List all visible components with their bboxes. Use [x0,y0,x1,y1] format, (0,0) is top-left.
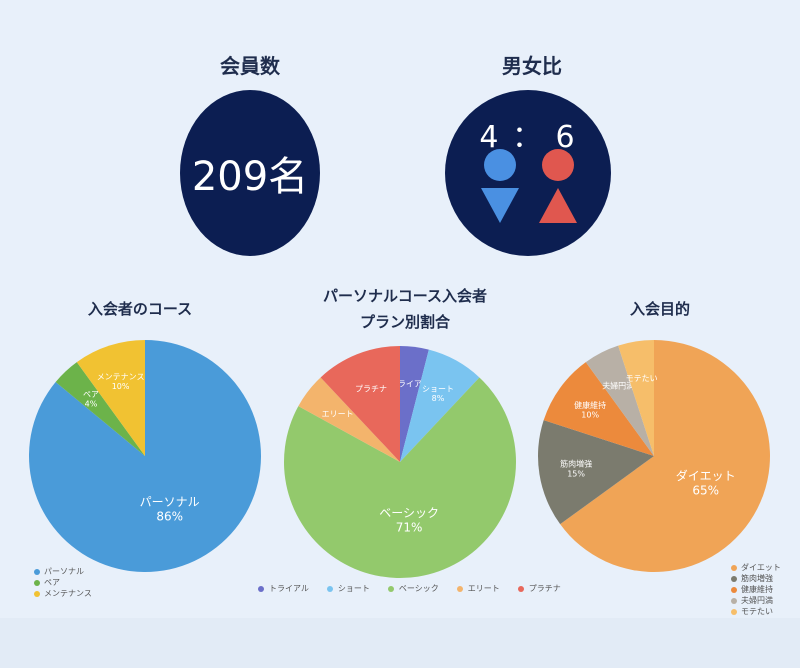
legend-swatch [387,585,394,592]
legend-item: エリート [456,583,500,594]
chart2-title: パーソナルコース入会者 プラン別割合 [323,287,487,331]
legend-item: 夫婦円満 [731,595,781,606]
gender-title: 男女比 [502,54,562,78]
slice-label: プラチナ [355,385,387,394]
slice-label: ダイエット [676,468,736,483]
legend-swatch [34,590,40,597]
legend-item: ダイエット [731,562,781,573]
pie-slice [538,420,654,525]
chart3-title: 入会目的 [629,300,690,318]
slice-label: ショート [422,384,454,393]
legend-item: ペア [34,577,92,588]
legend-item: トライアル [258,583,309,594]
pie-slice [543,362,654,456]
slice-label: トライアル [390,380,430,389]
slice-label: パーソナル [140,495,200,509]
legend-swatch [456,585,463,592]
legend-label: ベーシック [398,584,439,593]
chart1-title: 入会者のコース [87,300,193,318]
legend-label: モテたい [741,607,773,616]
male-head-icon [484,149,516,181]
legend-label: 健康維持 [741,585,773,594]
slice-percent: 15% [567,469,585,478]
chart3-legend: ダイエット筋肉増強健康維持夫婦円満モテたい [731,562,781,617]
female-head-icon [542,149,574,181]
slice-label: ベーシック [379,506,439,520]
pie-slice [298,377,400,462]
slice-percent: 71% [396,520,423,534]
legend-swatch [731,608,737,615]
legend-swatch [731,575,737,582]
slice-percent: 10% [112,382,130,391]
slice-label: 健康維持 [574,400,606,410]
pie-slice [560,340,770,572]
pie-slice [400,346,429,462]
legend-swatch [731,597,737,604]
legend-swatch [258,585,264,592]
legend-swatch [517,585,524,592]
legend-swatch [34,568,40,575]
legend-label: ペア [44,578,60,587]
members-title: 会員数 [220,54,280,78]
slice-percent: 65% [692,483,719,497]
legend-swatch [731,586,737,593]
slice-percent: 4% [85,399,98,408]
legend-label: メンテナンス [44,589,92,598]
pie-slice [284,377,516,578]
legend-swatch [326,585,333,592]
legend-label: トライアル [269,584,309,593]
legend-item: ベーシック [387,583,439,594]
legend-swatch [731,564,737,571]
slice-percent: 86% [156,509,183,523]
slice-label: モテたい [626,374,658,383]
legend-item: パーソナル [34,566,92,577]
chart1-legend: パーソナルペアメンテナンス [34,566,92,599]
pie-slice [585,345,654,456]
gender-figures [481,149,577,223]
legend-item: 健康維持 [731,584,781,595]
legend-item: モテたい [731,606,781,617]
legend-label: ショート [337,584,370,593]
slice-label: メンテナンス [97,372,145,381]
slice-label: ペア [83,390,99,399]
legend-label: 夫婦円満 [741,596,773,605]
legend-label: 筋肉増強 [741,574,773,583]
slice-percent: 8% [432,394,445,403]
female-body-icon [539,188,577,223]
male-body-icon [481,188,519,223]
pie-slice [320,346,400,462]
members-count: 209名 [191,154,309,200]
legend-label: エリート [467,584,500,593]
legend-item: ショート [326,583,370,594]
legend-item: 筋肉増強 [731,573,781,584]
slice-label: 筋肉増強 [560,459,592,469]
legend-item: メンテナンス [34,588,92,599]
legend-item: プラチナ [517,583,561,594]
pie-slice [618,340,654,456]
slice-label: 夫婦円満 [602,381,634,391]
pie-slice [55,362,145,456]
legend-label: パーソナル [44,567,84,576]
gender-circle: 4 ： 6 [445,90,611,256]
pie-slice [76,340,145,456]
slice-percent: 10% [581,411,599,420]
members-circle: 209名 [180,90,320,256]
legend-label: ダイエット [741,563,781,572]
chart2-legend: トライアル ショート ベーシック エリート プラチナ [258,583,561,594]
legend-label: プラチナ [528,584,561,593]
footer-band [0,618,800,668]
legend-swatch [34,579,40,586]
slice-label: エリート [322,410,354,419]
pie-slice [400,349,480,462]
